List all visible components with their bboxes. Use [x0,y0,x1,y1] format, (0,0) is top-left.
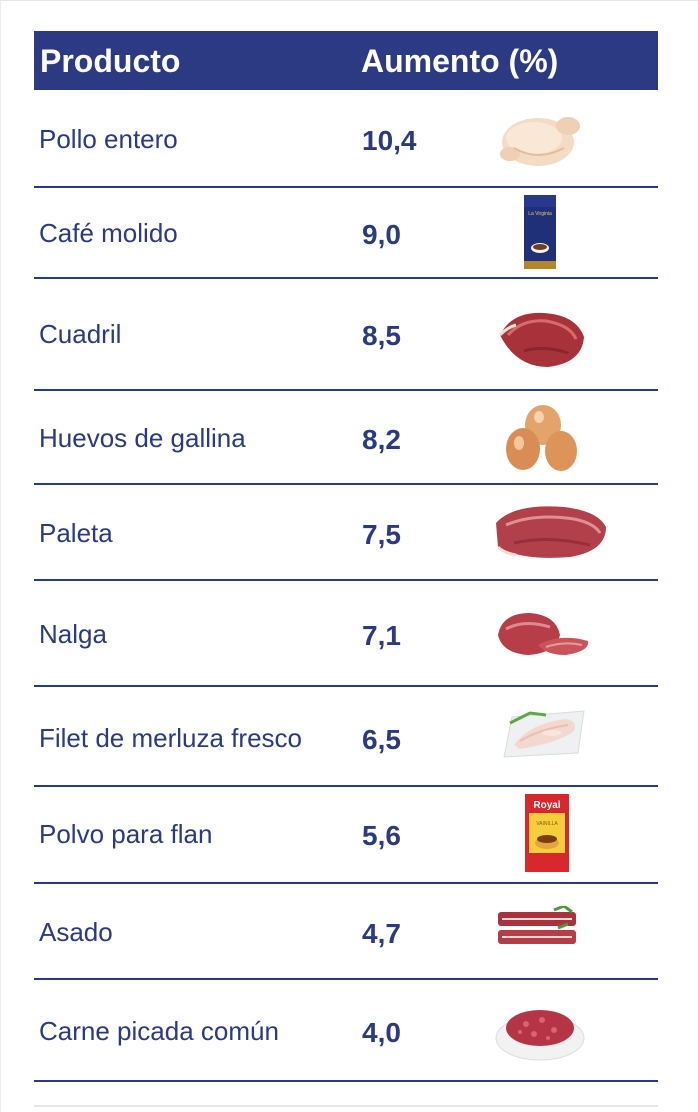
flan-flavor-label: VAINILLA [536,821,558,827]
product-name: Pollo entero [39,124,178,154]
product-name: Café molido [39,218,178,248]
beef-rump-icon [494,305,609,373]
product-name: Paleta [39,518,113,548]
increase-value: 8,5 [362,320,401,351]
product-name: Polvo para flan [39,819,213,849]
coffee-brand-label: La Virginia [528,211,552,217]
eggs-icon [499,401,614,475]
footer-divider [34,1105,658,1107]
product-name: Cuadril [39,319,122,349]
increase-value: 7,5 [362,519,401,550]
table-row: Filet de merluza fresco 6,5 [34,687,658,787]
ground-beef-icon [494,998,609,1064]
product-name: Asado [39,917,113,947]
increase-value: 10,4 [362,125,417,156]
fish-fillet-icon [500,703,615,767]
beef-round-icon [494,609,609,659]
column-header-product: Producto [40,43,181,79]
table-row: Huevos de gallina 8,2 [34,391,658,485]
increase-value: 6,5 [362,724,401,755]
product-name: Huevos de gallina [39,423,246,453]
whole-chicken-icon [494,108,609,170]
table-row: Asado 4,7 [34,884,658,980]
table-row: Cuadril 8,5 [34,279,658,391]
increase-value: 4,7 [362,918,401,949]
product-name: Nalga [39,619,107,649]
increase-value: 9,0 [362,219,401,250]
increase-value: 7,1 [362,620,401,651]
increase-value: 8,2 [362,424,401,455]
table-header: Producto Aumento (%) [34,31,658,90]
flan-brand-label: Royal [533,800,560,811]
table-row: Paleta 7,5 [34,485,658,581]
flan-mix-packet-icon: Royal VAINILLA [524,793,639,873]
table-row: Nalga 7,1 [34,581,658,687]
increase-value: 4,0 [362,1017,401,1048]
column-header-increase: Aumento (%) [361,43,559,79]
table-row: Pollo entero 10,4 [34,90,658,188]
price-increase-table: Producto Aumento (%) Pollo entero 10,4 C… [34,31,658,1082]
table-row: Polvo para flan 5,6 Royal VAINILLA [34,787,658,884]
increase-value: 5,6 [362,820,401,851]
product-name: Carne picada común [39,1016,279,1046]
table-row: Café molido 9,0 La Virginia [34,188,658,279]
short-ribs-icon [494,906,609,956]
coffee-bag-icon: La Virginia [522,193,637,271]
beef-shoulder-icon [494,501,609,563]
table-row: Carne picada común 4,0 [34,980,658,1082]
product-name: Filet de merluza fresco [39,723,302,753]
